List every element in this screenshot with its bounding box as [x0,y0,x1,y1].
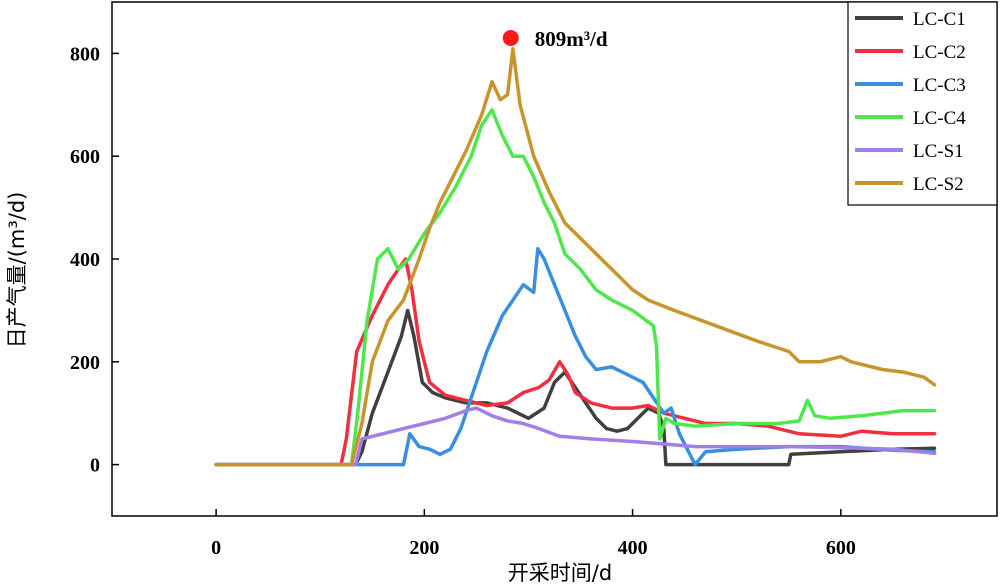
peak-label: 809m³/d [535,27,608,51]
series-line-lc-s2 [214,47,937,467]
legend-label-lc-c3: LC-C3 [913,75,966,96]
series-group [214,47,937,467]
x-tick-label: 0 [211,537,221,559]
y-tick-label: 0 [90,455,100,477]
axis-ticks: 0 200 400 600 0 200 400 600 800 [70,43,856,559]
legend-box [847,1,998,206]
series-line-lc-c1 [214,308,937,467]
legend-label-lc-c2: LC-C2 [913,42,966,63]
legend-label-lc-s1: LC-S1 [913,141,964,162]
legend-label-lc-s2: LC-S2 [913,174,964,195]
y-tick-label: 600 [70,146,100,168]
series-line-lc-s1 [214,406,937,467]
y-tick-label: 800 [70,43,100,65]
x-tick-label: 600 [826,537,856,559]
x-tick-label: 200 [409,537,439,559]
y-tick-label: 200 [70,352,100,374]
series-line-lc-c3 [214,246,937,467]
legend-label-lc-c4: LC-C4 [913,108,966,129]
legend: LC-C1 LC-C2 LC-C3 LC-C4 LC-S1 LC-S2 [847,1,998,206]
x-axis-label: 开采时间/d [508,561,612,584]
y-axis-label: 日产气量/(m³/d) [5,192,29,349]
peak-annotation: 809m³/d [502,27,608,51]
legend-label-lc-c1: LC-C1 [913,9,966,30]
x-tick-label: 400 [618,537,648,559]
peak-marker [502,29,519,46]
y-tick-label: 400 [70,249,100,271]
series-line-lc-c4 [214,108,937,467]
